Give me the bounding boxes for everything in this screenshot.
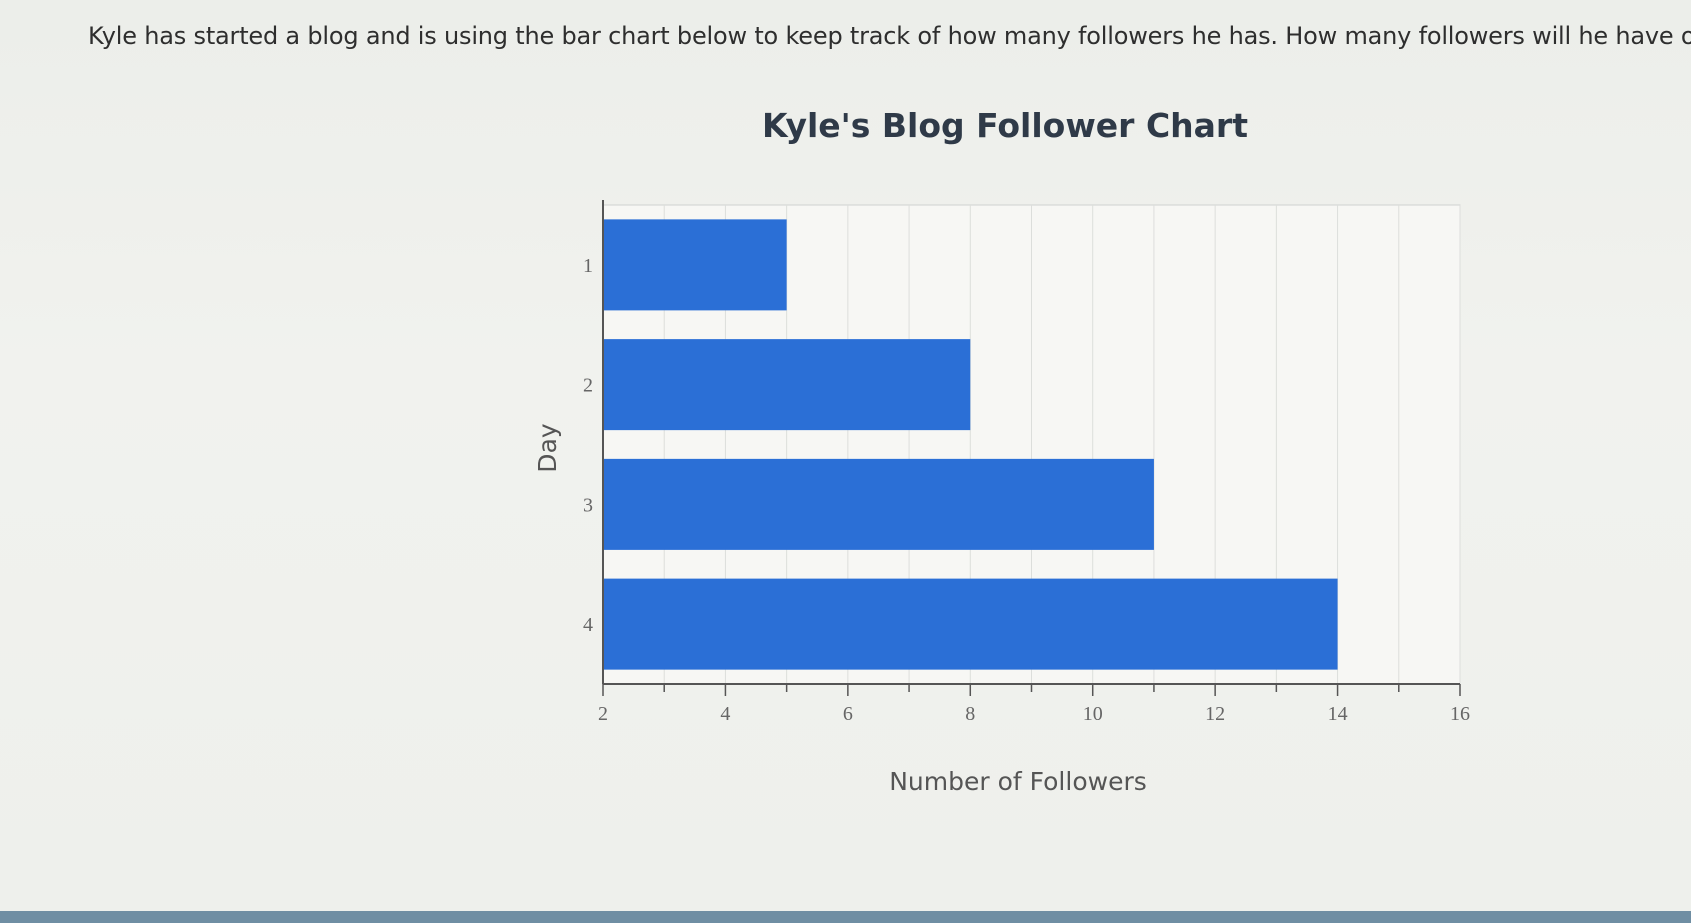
x-tick-label: 16 <box>1450 703 1470 725</box>
bar-day-4 <box>603 578 1338 670</box>
bar-day-1 <box>603 219 787 311</box>
y-tick-label: 4 <box>583 614 593 636</box>
bar-day-2 <box>603 339 971 431</box>
axes <box>602 200 1461 696</box>
x-tick-label: 4 <box>720 703 730 725</box>
y-axis-label: Day <box>533 423 562 473</box>
y-tick-label: 3 <box>583 494 593 516</box>
x-tick-label: 14 <box>1328 703 1348 725</box>
x-tick-label: 8 <box>965 703 975 725</box>
window-bottom-edge <box>0 911 1691 923</box>
chart-title: Kyle's Blog Follower Chart <box>762 106 1248 145</box>
x-tick-label: 2 <box>598 703 608 725</box>
bars <box>603 219 1338 670</box>
x-axis-label: Number of Followers <box>889 767 1147 796</box>
x-tick-label: 12 <box>1205 703 1225 725</box>
question-text: Kyle has started a blog and is using the… <box>88 22 1691 50</box>
x-tick-label: 6 <box>843 703 853 725</box>
y-tick-label: 2 <box>583 375 593 397</box>
x-tick-label: 10 <box>1083 703 1103 725</box>
bar-day-3 <box>603 458 1154 550</box>
y-tick-label: 1 <box>583 255 593 277</box>
